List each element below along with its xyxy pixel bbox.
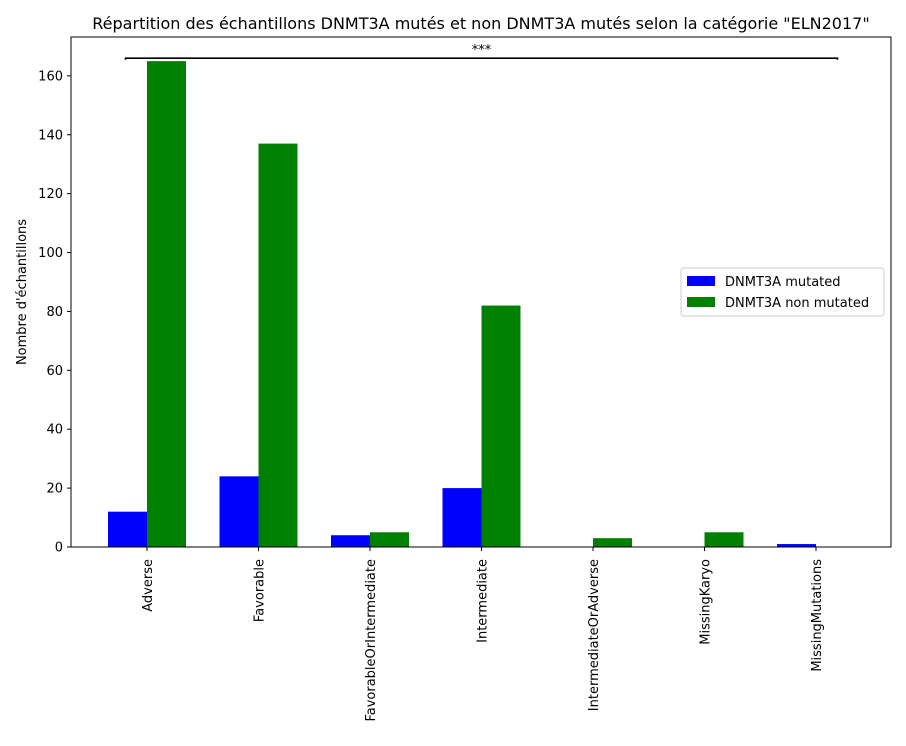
chart-title: Répartition des échantillons DNMT3A muté… xyxy=(92,14,869,33)
bar-non-mutated-favorable xyxy=(258,143,298,547)
x-tick-label: IntermediateOrAdverse xyxy=(587,559,602,711)
legend-swatch xyxy=(687,276,715,286)
y-tick-label: 140 xyxy=(38,128,63,143)
bar-mutated-favorableorintermediate xyxy=(331,535,370,547)
bar-mutated-intermediate xyxy=(442,488,482,547)
y-axis-ticks: 0 20 40 60 80 100 120 140 160 xyxy=(38,69,71,556)
plot-frame xyxy=(70,36,892,548)
legend: DNMT3A mutated DNMT3A non mutated xyxy=(680,267,885,317)
bar-mutated-adverse xyxy=(108,511,147,547)
bar-non-mutated-intermediate xyxy=(481,305,521,547)
significance-annotation: *** xyxy=(124,43,839,60)
y-tick-label: 160 xyxy=(38,69,63,84)
y-tick-label: 40 xyxy=(46,423,63,438)
legend-label: DNMT3A mutated xyxy=(725,275,841,290)
legend-swatch xyxy=(687,297,715,307)
significance-bracket xyxy=(124,57,839,60)
x-tick-label: MissingKaryo xyxy=(699,559,714,645)
legend-box xyxy=(680,267,885,317)
y-tick-label: 80 xyxy=(46,305,63,320)
x-tick-label: Intermediate xyxy=(476,559,491,643)
x-tick-label: Favorable xyxy=(253,559,268,622)
y-tick-label: 60 xyxy=(46,364,63,379)
x-tick-label: Adverse xyxy=(141,559,156,612)
bar-non-mutated-adverse xyxy=(147,61,186,547)
bars-group xyxy=(108,61,816,547)
bar-non-mutated-favorableorintermediate xyxy=(370,532,409,547)
bar-mutated-missingmutations xyxy=(777,544,816,547)
bar-non-mutated-intermediateoradverse xyxy=(593,538,632,547)
x-tick-label: FavorableOrIntermediate xyxy=(364,559,379,722)
bar-non-mutated-missingkaryo xyxy=(704,532,744,547)
y-tick-label: 120 xyxy=(38,187,63,202)
bar-mutated-favorable xyxy=(219,476,259,547)
x-tick-label: MissingMutations xyxy=(810,559,825,672)
y-tick-label: 20 xyxy=(46,482,63,497)
y-tick-label: 100 xyxy=(38,246,63,261)
significance-stars: *** xyxy=(472,43,492,58)
y-tick-label: 0 xyxy=(55,541,63,556)
legend-label: DNMT3A non mutated xyxy=(725,296,869,311)
y-axis-label: Nombre d'échantillons xyxy=(15,219,30,365)
x-axis-ticks: Adverse Favorable FavorableOrIntermediate I… xyxy=(141,547,825,722)
